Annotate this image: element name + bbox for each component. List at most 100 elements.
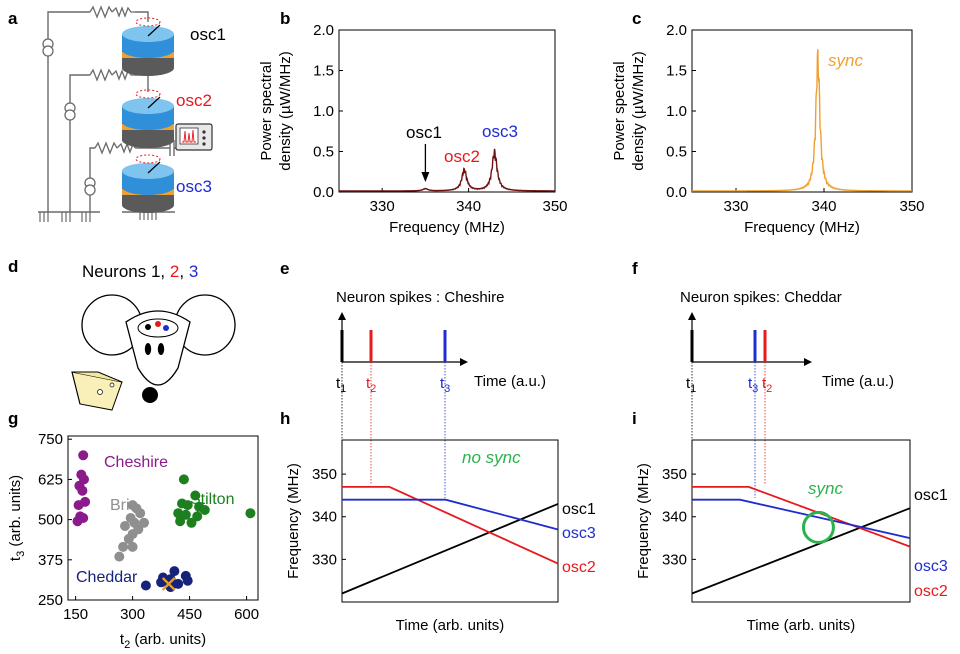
- y-tick-label: 1.0: [666, 103, 687, 120]
- series-line-osc3: [692, 498, 911, 539]
- series-line-osc2: [342, 485, 559, 565]
- y-tick-label: 0.5: [313, 144, 334, 161]
- data-point-cheddar: [140, 580, 151, 591]
- spike-title-f: Neuron spikes: Cheddar: [680, 289, 842, 306]
- series-line-osc1: [341, 503, 559, 595]
- chart-c: 330 340 350 0.0 0.5 1.0 1.5 2.0 Frequency (MHz) P…: [611, 22, 925, 236]
- data-point-brie: [118, 541, 129, 552]
- y-tick-label: 2.0: [313, 22, 334, 39]
- plot-frame: [691, 29, 913, 193]
- y-tick-label: 250: [38, 592, 63, 609]
- panel-letter-e: e: [280, 259, 289, 278]
- data-point-brie: [135, 508, 146, 519]
- y-tick-label: 0.0: [666, 184, 687, 201]
- series-label-cheshire: Cheshire: [104, 454, 168, 471]
- time-label-f: Time (a.u.): [822, 373, 894, 390]
- data-point-stilton: [186, 517, 197, 528]
- x-tick-label: 340: [811, 198, 836, 215]
- oscillator-2-pillar: [122, 89, 174, 148]
- y-tick-label: 330: [312, 551, 337, 568]
- y-axis-label: Power spectral density (µW/MHz): [258, 51, 294, 170]
- spike-train-f: Neuron spikes: Cheddar Time (a.u.) t1 t3…: [680, 289, 894, 395]
- y-tick-label: 1.5: [313, 63, 334, 80]
- data-point-cheshire: [78, 450, 89, 461]
- y-axis-label: Frequency (MHz): [285, 463, 302, 579]
- spectrum-line: [691, 49, 913, 192]
- series-label-stilton: Stilton: [190, 491, 234, 508]
- spectrum-line: [339, 148, 556, 192]
- y-tick-label: 350: [662, 466, 687, 483]
- annotation-sync: sync: [808, 479, 843, 498]
- annotation-sync: sync: [828, 51, 863, 70]
- mouse-illustration: Neurons 1, 2, 3: [71, 262, 236, 411]
- y-tick-label: 625: [38, 471, 63, 488]
- plot-frame: [67, 435, 259, 601]
- data-point-stilton: [173, 508, 184, 519]
- time-label-e: Time (a.u.): [474, 373, 546, 390]
- t1-label-e: t1: [336, 375, 346, 395]
- sync-circle: [801, 510, 835, 544]
- series-label-brie: Brie: [110, 497, 139, 514]
- t3-label-e: t3: [440, 375, 450, 395]
- y-tick-label: 340: [662, 509, 687, 526]
- data-point-brie: [114, 551, 125, 562]
- circuit-schematic: osc1 osc2 osc3: [38, 5, 226, 222]
- x-tick-label: 300: [120, 606, 145, 623]
- panel-letter-b: b: [280, 9, 290, 28]
- t3-label-f: t3: [748, 375, 758, 395]
- osc1-label: osc1: [190, 25, 226, 44]
- data-point-cheddar: [173, 578, 184, 589]
- y-tick-label: 340: [312, 509, 337, 526]
- oscillator-1-pillar: [122, 17, 174, 76]
- y-tick-label: 500: [38, 512, 63, 529]
- y-tick-label: 1.0: [313, 103, 334, 120]
- cheese-icon: [71, 371, 123, 411]
- data-point-stilton: [245, 508, 256, 519]
- series-label-cheddar: Cheddar: [76, 569, 138, 586]
- series-label-osc3: osc3: [562, 525, 596, 542]
- series-label-osc2: osc2: [562, 559, 596, 576]
- spike-train-e: Neuron spikes : Cheshire Time (a.u.) t1 …: [336, 289, 546, 395]
- plot-frame: [691, 439, 911, 603]
- data-point-stilton: [199, 505, 210, 515]
- x-axis-label: Time (arb. units): [747, 617, 856, 634]
- chart-i: 330 340 350 Time (arb. units) Frequency (MHz…: [635, 439, 948, 634]
- series-label-osc3: osc3: [914, 558, 948, 575]
- panel-letter-i: i: [632, 409, 637, 428]
- panel-letter-f: f: [632, 259, 638, 278]
- x-tick-label: 330: [370, 198, 395, 215]
- x-axis-label: Frequency (MHz): [744, 219, 860, 236]
- y-axis-label: Power spectral density (µW/MHz): [611, 51, 647, 170]
- y-tick-label: 330: [662, 551, 687, 568]
- x-tick-label: 350: [542, 198, 567, 215]
- x-tick-label: 350: [899, 198, 924, 215]
- data-point-stilton: [180, 509, 191, 520]
- data-point-stilton: [182, 500, 193, 511]
- chart-g: 150 300 450 600 250 375 500 625 750 t2 (arb. unit…: [7, 431, 259, 651]
- annotation-osc1: osc1: [406, 123, 442, 142]
- x-tick-label: 600: [234, 606, 259, 623]
- data-point-cheshire: [77, 485, 88, 496]
- y-tick-label: 1.5: [666, 63, 687, 80]
- panel-letter-h: h: [280, 409, 290, 428]
- plot-frame: [338, 29, 556, 193]
- t1-label-f: t1: [686, 375, 696, 395]
- t2-label-e: t2: [366, 375, 376, 395]
- annotation-arrowhead: [421, 172, 430, 182]
- t2-label-f: t2: [762, 375, 772, 395]
- x-tick-label: 450: [177, 606, 202, 623]
- spike-title-e: Neuron spikes : Cheshire: [336, 289, 504, 306]
- x-tick-label: 340: [456, 198, 481, 215]
- plot-frame: [341, 439, 559, 603]
- oscillator-3-pillar: [122, 154, 174, 213]
- series-label-osc1: osc1: [914, 487, 948, 504]
- y-tick-label: 350: [312, 466, 337, 483]
- data-point-brie: [139, 517, 149, 528]
- spectrum-analyzer-icon: [175, 123, 213, 151]
- series-line-osc1: [691, 507, 911, 595]
- y-tick-label: 750: [38, 431, 63, 448]
- osc3-label: osc3: [176, 177, 212, 196]
- x-axis-label: Frequency (MHz): [389, 219, 505, 236]
- annotation-osc2: osc2: [444, 147, 480, 166]
